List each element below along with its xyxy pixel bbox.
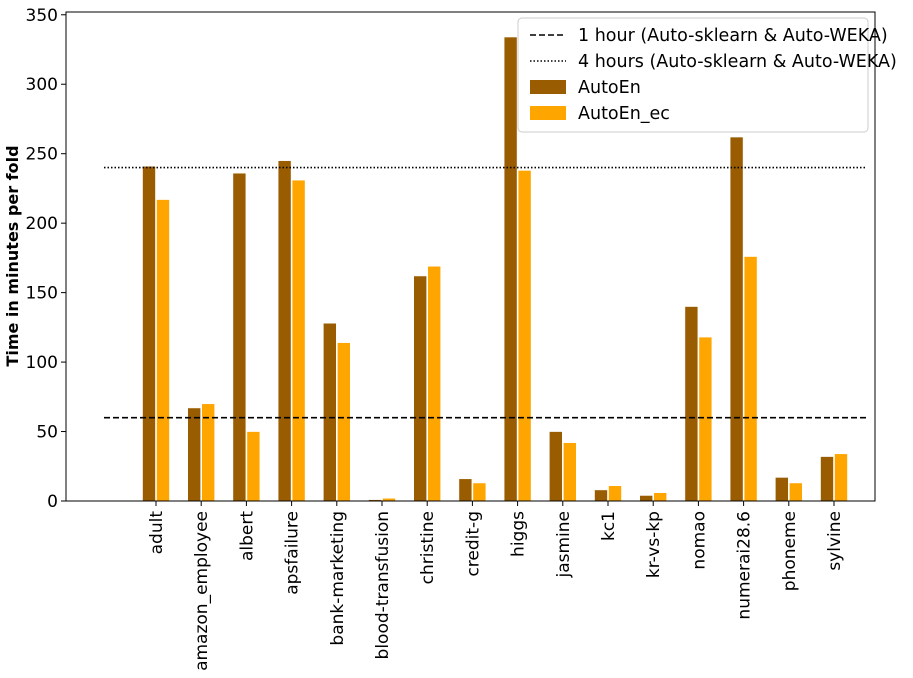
x-tick-label-numerai28-6: numerai28.6 — [735, 511, 755, 620]
x-tick-label-christine: christine — [418, 511, 438, 584]
bar-autoen-ec-sylvine — [834, 453, 848, 502]
y-tick-label: 150 — [26, 284, 58, 304]
bar-autoen-ec-kc1 — [608, 485, 622, 502]
x-tick-label-sylvine: sylvine — [825, 511, 845, 571]
x-tick-label-blood-transfusion: blood-transfusion — [373, 511, 393, 659]
legend-box — [517, 17, 869, 133]
y-tick-label: 250 — [26, 145, 58, 165]
x-tick-label-bank-marketing: bank-marketing — [328, 511, 348, 646]
bar-autoen-albert — [232, 172, 247, 502]
x-tick-label-apsfailure: apsfailure — [283, 511, 303, 595]
legend: 1 hour (Auto-sklearn & Auto-WEKA) 4 hours… — [517, 17, 897, 133]
bar-autoen-ec-higgs — [517, 170, 532, 502]
x-tick-label-kr-vs-kp: kr-vs-kp — [644, 511, 664, 578]
x-tick-label-jasmine: jasmine — [554, 511, 574, 579]
bar-autoen-credit-g — [458, 478, 473, 502]
y-tick-label: 200 — [26, 214, 58, 234]
plot-area-frame — [65, 11, 876, 502]
y-tick-label: 100 — [26, 353, 58, 373]
bar-autoen-kc1 — [594, 489, 608, 502]
y-tick-label: 350 — [26, 6, 58, 26]
bar-autoen-numerai28-6 — [729, 136, 744, 502]
bar-autoen-ec-phoneme — [788, 482, 803, 502]
bar-autoen-apsfailure — [277, 160, 292, 502]
bar-autoen-bank-marketing — [322, 322, 337, 502]
bar-autoen-ec-kr-vs-kp — [653, 492, 668, 502]
y-axis-label: Time in minutes per fold — [3, 145, 22, 366]
bar-autoen-ec-nomao — [698, 336, 713, 502]
bar-autoen-ec-credit-g — [472, 482, 487, 502]
x-tick-label-phoneme: phoneme — [780, 511, 800, 591]
bar-autoen-amazon-employee — [187, 407, 201, 502]
bar-autoen-jasmine — [548, 431, 563, 502]
reference-lines-layer — [104, 166, 866, 419]
y-tick-label: 0 — [47, 492, 58, 512]
legend-swatch-bar — [530, 80, 566, 94]
x-tick-label-albert: albert — [237, 511, 257, 561]
bar-autoen-ec-jasmine — [562, 442, 577, 502]
bar-autoen-christine — [413, 275, 428, 502]
legend-label: 4 hours (Auto-sklearn & Auto-WEKA) — [578, 52, 897, 72]
x-tick-label-credit-g: credit-g — [463, 511, 483, 577]
bar-autoen-ec-bank-marketing — [336, 342, 351, 502]
bar-autoen-nomao — [684, 306, 699, 502]
y-tick-label: 300 — [26, 75, 58, 95]
bar-autoen-kr-vs-kp — [639, 495, 654, 502]
bar-autoen-phoneme — [774, 477, 789, 502]
bar-autoen-higgs — [503, 36, 518, 502]
bar-autoen-adult — [142, 165, 156, 502]
legend-swatch-bar — [530, 106, 566, 120]
y-tick-label: 50 — [36, 423, 58, 443]
legend-label: AutoEn — [578, 78, 641, 98]
bar-autoen-ec-apsfailure — [291, 179, 306, 502]
x-axis: adult amazon_employee albert apsfailure bank… — [147, 501, 845, 671]
x-tick-label-kc1: kc1 — [599, 511, 619, 541]
bar-autoen-ec-adult — [156, 199, 170, 502]
x-tick-label-amazon-employee: amazon_employee — [192, 511, 212, 671]
bar-autoen-ec-albert — [246, 431, 261, 502]
bar-autoen-ec-numerai28-6 — [743, 256, 758, 502]
legend-label: AutoEn_ec — [578, 104, 670, 124]
x-tick-label-adult: adult — [147, 511, 167, 555]
bar-autoen-sylvine — [820, 456, 834, 502]
y-axis: 0 50 100 150 200 250 300 350 — [26, 6, 66, 512]
x-tick-label-higgs: higgs — [509, 511, 529, 557]
bar-autoen-ec-christine — [427, 265, 442, 502]
legend-label: 1 hour (Auto-sklearn & Auto-WEKA) — [578, 26, 888, 46]
x-tick-label-nomao: nomao — [689, 511, 709, 570]
